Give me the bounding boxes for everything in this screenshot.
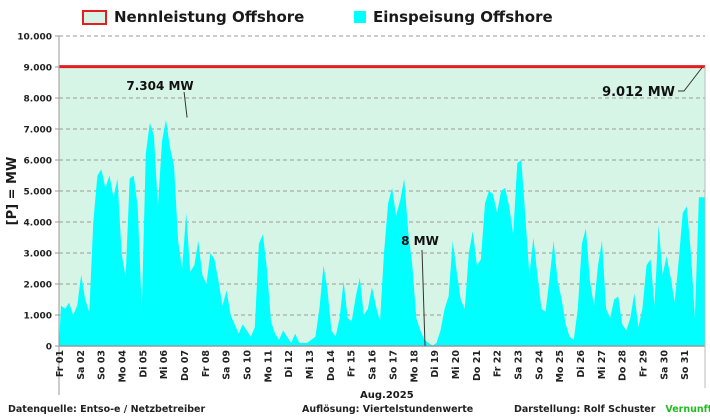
feed-in-area-path bbox=[59, 119, 705, 346]
y-tick-label: 6.000 bbox=[24, 157, 52, 167]
x-tick-label: Mo 11 bbox=[263, 350, 274, 383]
x-tick-label: Mi 27 bbox=[597, 350, 608, 379]
annotation-leader-min bbox=[421, 249, 426, 346]
y-tick-label: 1.000 bbox=[24, 312, 52, 322]
y-tick-label: 2.000 bbox=[24, 281, 52, 291]
x-tick-label: Di 26 bbox=[576, 350, 587, 378]
annotation-max: 7.304 MW bbox=[126, 79, 193, 93]
x-tick-label: Do 14 bbox=[326, 350, 337, 381]
y-tick-label: 7.000 bbox=[24, 126, 52, 136]
x-tick-label: So 10 bbox=[243, 350, 254, 380]
footer-author: Darstellung: Rolf Schuster Vernunftkraft bbox=[514, 404, 710, 416]
footer-source: Datenquelle: Entso-e / Netzbetreiber bbox=[8, 404, 205, 416]
x-tick-label: Sa 09 bbox=[222, 350, 233, 380]
x-tick-label: Di 12 bbox=[284, 350, 295, 378]
y-tick-label: 5.000 bbox=[24, 188, 52, 198]
x-tick-label: Di 05 bbox=[138, 350, 149, 378]
y-tick-label: 9.000 bbox=[24, 64, 52, 74]
x-tick-label: So 17 bbox=[388, 350, 399, 380]
x-tick-label: Mo 18 bbox=[409, 350, 420, 383]
annotations: 7.304 MW 8 MW 9.012 MW bbox=[126, 67, 703, 346]
x-tick-label: Fr 22 bbox=[493, 350, 504, 377]
x-tick-label: Mi 06 bbox=[159, 350, 170, 380]
x-tick-label: Mo 25 bbox=[555, 350, 566, 383]
x-tick-label: Mi 20 bbox=[451, 350, 462, 380]
x-tick-label: Sa 16 bbox=[368, 350, 379, 380]
x-tick-label: Fr 15 bbox=[347, 350, 358, 377]
x-tick-label: Fr 01 bbox=[55, 350, 66, 377]
x-tick-label: Di 19 bbox=[430, 350, 441, 378]
annotation-capacity: 9.012 MW bbox=[602, 85, 675, 100]
x-tick-label: So 03 bbox=[97, 350, 108, 380]
source-label: Datenquelle: bbox=[8, 404, 77, 415]
annotation-leader-max bbox=[183, 91, 188, 118]
x-tick-label: Fr 29 bbox=[638, 350, 649, 377]
y-tick-label: 0 bbox=[46, 343, 52, 353]
resolution-label: Auflösung: bbox=[302, 404, 360, 415]
axes bbox=[58, 36, 706, 395]
legend-label-feed-in: Einspeisung Offshore bbox=[373, 8, 553, 26]
x-tick-label: Sa 02 bbox=[76, 350, 87, 380]
x-tick-label: Do 07 bbox=[180, 350, 191, 381]
annotation-leader-capacity bbox=[678, 67, 703, 92]
source-value: Entso-e / Netzbetreiber bbox=[80, 404, 206, 415]
footer-resolution: Auflösung: Viertelstundenwerte bbox=[302, 404, 473, 416]
y-tick-label: 8.000 bbox=[24, 95, 52, 105]
annotation-min: 8 MW bbox=[401, 234, 439, 248]
x-tick-label: Mi 13 bbox=[305, 350, 316, 379]
x-tick-label: Fr 08 bbox=[201, 350, 212, 377]
author-value: Rolf Schuster bbox=[583, 404, 656, 415]
x-tick-label: Sa 23 bbox=[513, 350, 524, 380]
x-tick-label: Do 21 bbox=[472, 350, 483, 381]
x-tick-label: So 31 bbox=[680, 350, 691, 380]
feed-in-area bbox=[59, 119, 705, 346]
legend-label-capacity: Nennleistung Offshore bbox=[114, 8, 305, 26]
legend-item-feed-in: Einspeisung Offshore bbox=[354, 8, 553, 26]
y-tick-labels: 0 1.000 2.000 3.000 4.000 5.000 6.000 7.000 8.00… bbox=[17, 33, 52, 353]
x-axis-label: Aug.2025 bbox=[360, 390, 414, 401]
x-tick-label: Mo 04 bbox=[118, 350, 129, 383]
x-tick-label: Do 28 bbox=[618, 350, 629, 381]
y-tick-label: 3.000 bbox=[24, 250, 52, 260]
y-tick-label: 10.000 bbox=[17, 33, 52, 43]
legend-item-capacity: Nennleistung Offshore bbox=[82, 8, 304, 26]
author-label: Darstellung: bbox=[514, 404, 581, 415]
y-tick-label: 4.000 bbox=[24, 219, 52, 229]
x-tick-label: Sa 30 bbox=[659, 350, 670, 380]
legend-swatch-feed-in bbox=[354, 11, 366, 23]
resolution-value: Viertelstundenwerte bbox=[362, 404, 474, 415]
y-axis-label: [P] = MW bbox=[5, 156, 20, 226]
legend-swatch-capacity bbox=[82, 9, 107, 25]
x-tick-labels: Fr 01 Sa 02 So 03 Mo 04 Di 05 Mi 06 Do 07 Fr 08… bbox=[55, 350, 691, 383]
brand-green: Vernunft bbox=[665, 404, 710, 415]
x-tick-label: So 24 bbox=[534, 350, 545, 380]
